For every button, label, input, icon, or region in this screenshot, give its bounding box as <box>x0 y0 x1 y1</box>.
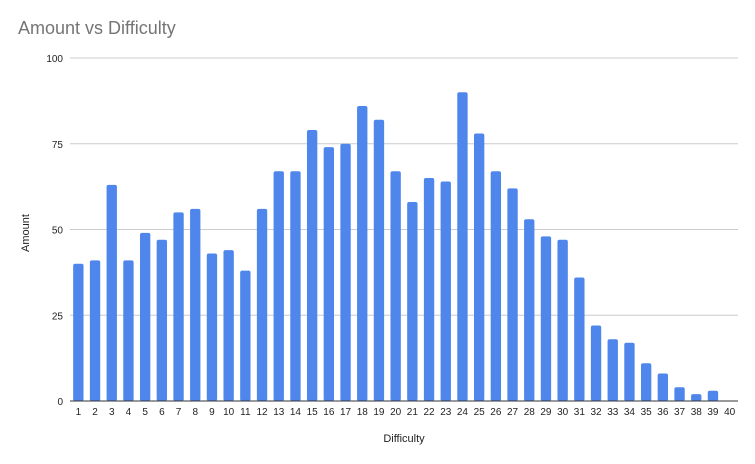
x-tick-label: 32 <box>590 407 602 418</box>
x-tick-label: 34 <box>624 407 636 418</box>
x-tick-label: 21 <box>407 407 419 418</box>
x-tick-label: 31 <box>574 407 586 418</box>
bar-5 <box>139 232 151 401</box>
x-tick-label: 24 <box>457 407 469 418</box>
x-tick-label: 9 <box>209 407 215 418</box>
x-tick-label: 7 <box>176 407 182 418</box>
x-tick-label: 2 <box>92 407 98 418</box>
x-tick-label: 18 <box>357 407 369 418</box>
x-tick-label: 23 <box>440 407 452 418</box>
x-axis-title: Difficulty <box>383 433 425 445</box>
x-tick-label: 28 <box>524 407 536 418</box>
x-tick-label: 29 <box>540 407 552 418</box>
x-tick-label: 39 <box>707 407 719 418</box>
bar-38 <box>691 394 702 401</box>
bar-36 <box>657 373 669 401</box>
x-tick-label: 35 <box>641 407 653 418</box>
bars <box>73 92 719 402</box>
x-tick-label: 20 <box>390 407 402 418</box>
bar-34 <box>624 342 635 401</box>
bar-37 <box>674 387 685 401</box>
x-tick-label: 38 <box>691 407 703 418</box>
bar-20 <box>390 171 401 401</box>
bar-32 <box>590 325 602 401</box>
x-tick-label: 15 <box>307 407 319 418</box>
x-tick-label: 4 <box>126 407 132 418</box>
bar-16 <box>323 147 335 401</box>
y-tick-label: 75 <box>52 140 64 151</box>
x-tick-label: 25 <box>474 407 486 418</box>
chart-title: Amount vs Difficulty <box>18 18 176 38</box>
x-axis-ticks: 1 2 3 4 5 6 7 8 9 10 11 12 13 14 15 16 17 18 19 20 21 22 23 24 2… <box>76 407 736 418</box>
bar-17 <box>340 143 351 401</box>
bar-21 <box>407 202 418 401</box>
x-tick-label: 13 <box>273 407 285 418</box>
bar-31 <box>574 277 585 401</box>
x-tick-label: 6 <box>159 407 165 418</box>
x-tick-label: 36 <box>657 407 669 418</box>
bar-13 <box>273 171 284 401</box>
x-tick-label: 5 <box>142 407 148 418</box>
x-tick-label: 16 <box>323 407 335 418</box>
bar-25 <box>473 133 485 401</box>
y-axis-title: Amount <box>20 214 32 252</box>
x-tick-label: 3 <box>109 407 115 418</box>
x-tick-label: 8 <box>192 407 198 418</box>
bar-8 <box>190 208 201 401</box>
x-tick-label: 37 <box>674 407 686 418</box>
bar-12 <box>256 208 268 401</box>
bar-10 <box>223 250 234 401</box>
y-tick-label: 100 <box>46 54 63 65</box>
x-tick-label: 19 <box>373 407 385 418</box>
x-tick-label: 12 <box>256 407 268 418</box>
bar-30 <box>557 239 568 401</box>
bar-7 <box>173 212 184 401</box>
bar-22 <box>423 178 435 401</box>
y-tick-label: 50 <box>52 226 64 237</box>
x-tick-label: 40 <box>724 407 736 418</box>
x-tick-label: 11 <box>240 407 251 418</box>
bar-15 <box>306 130 318 401</box>
bar-18 <box>357 106 368 402</box>
bar-1 <box>73 263 84 401</box>
bar-19 <box>373 119 385 402</box>
bar-26 <box>490 171 502 401</box>
bar-24 <box>457 92 468 402</box>
gridlines <box>70 57 738 316</box>
bar-23 <box>440 181 451 401</box>
x-tick-label: 33 <box>607 407 619 418</box>
bar-29 <box>540 236 552 401</box>
y-axis-ticks: 0 25 50 75 100 <box>46 54 63 408</box>
x-tick-label: 27 <box>507 407 519 418</box>
bar-4 <box>123 260 134 401</box>
x-tick-label: 26 <box>490 407 502 418</box>
bar-28 <box>524 219 535 401</box>
bar-9 <box>206 253 218 401</box>
bar-14 <box>290 171 301 401</box>
x-tick-label: 1 <box>76 407 82 418</box>
y-tick-label: 0 <box>57 397 63 408</box>
bar-27 <box>507 188 518 401</box>
x-tick-label: 22 <box>423 407 435 418</box>
bar-3 <box>106 184 117 401</box>
bar-11 <box>240 270 251 401</box>
x-tick-label: 17 <box>340 407 352 418</box>
x-tick-label: 30 <box>557 407 569 418</box>
bar-33 <box>607 339 618 401</box>
x-tick-label: 10 <box>223 407 235 418</box>
bar-35 <box>640 363 652 401</box>
bar-2 <box>89 260 101 401</box>
x-tick-label: 14 <box>290 407 302 418</box>
bar-39 <box>707 390 719 401</box>
bar-6 <box>156 239 168 401</box>
y-tick-label: 25 <box>52 311 64 322</box>
